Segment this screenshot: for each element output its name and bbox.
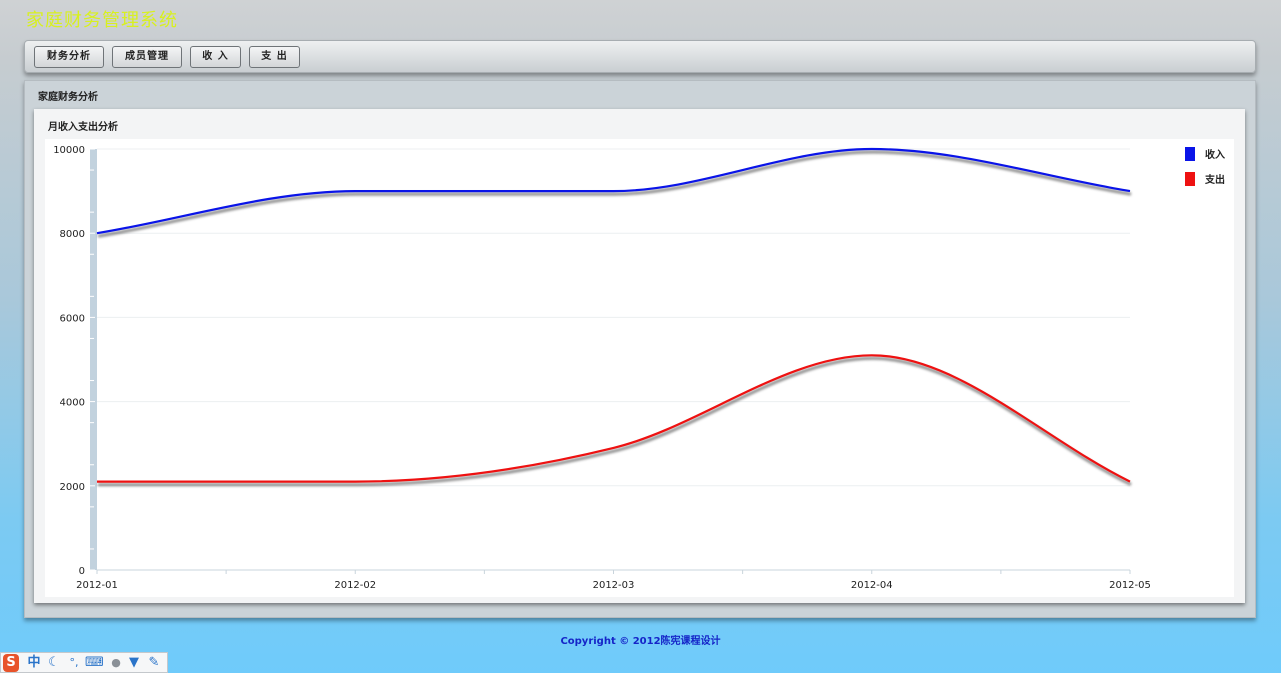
user-icon[interactable]: ● (111, 656, 121, 669)
y-tick-label: 6000 (60, 313, 85, 324)
panel-title: 家庭财务分析 (38, 92, 98, 103)
y-tick-label: 0 (79, 566, 85, 577)
income-button[interactable]: 收 入 (190, 46, 241, 68)
y-tick-label: 8000 (60, 229, 85, 240)
series-line (97, 354, 1131, 483)
sogou-logo-icon[interactable]: S (3, 654, 19, 672)
moon-icon[interactable]: ☾ (48, 655, 60, 670)
toolbar: 财务分析 成员管理 收 入 支 出 (24, 40, 1256, 73)
app-title: 家庭财务管理系统 (26, 10, 178, 31)
line-chart: 0 2000 4000 6000 8000 10000 2012-01 2012-02 2012… (53, 145, 1225, 591)
ime-toolbar: S 中 ☾ °, ⌨ ● ▼ ✎ (0, 652, 168, 673)
x-tick-label: 2012-04 (851, 580, 893, 591)
y-axis-band (90, 149, 97, 570)
keyboard-icon[interactable]: ⌨ (85, 655, 104, 670)
punctuation-icon[interactable]: °, (69, 656, 79, 669)
x-tick-label: 2012-05 (1109, 580, 1151, 591)
expense-button[interactable]: 支 出 (249, 46, 300, 68)
legend-label: 支出 (1204, 173, 1225, 186)
series-shadow (98, 356, 1132, 487)
legend-swatch (1185, 172, 1195, 186)
chinese-mode-icon[interactable]: 中 (27, 655, 41, 670)
copyright-footer: Copyright © 2012陈宪课程设计 (560, 636, 721, 647)
x-tick-label: 2012-03 (593, 580, 635, 591)
chart-title: 月收入支出分析 (48, 122, 118, 133)
series-line (96, 147, 1131, 235)
legend-label: 收入 (1205, 148, 1225, 161)
y-tick-label: 4000 (60, 398, 85, 409)
analysis-panel: 家庭财务分析 月收入支出分析 0 2000 4000 6000 8000 10000 201… (24, 80, 1256, 618)
y-tick-label: 2000 (60, 482, 85, 493)
chart-card: 月收入支出分析 0 2000 4000 6000 8000 10000 2012-01 201… (34, 109, 1245, 603)
skin-shirt-icon[interactable]: ▼ (129, 655, 139, 670)
series-shadow (97, 150, 1132, 238)
x-tick-label: 2012-02 (334, 580, 376, 591)
finance-analysis-button[interactable]: 财务分析 (34, 46, 104, 68)
x-tick-label: 2012-01 (76, 580, 118, 591)
legend-swatch (1185, 147, 1195, 161)
wrench-icon[interactable]: ✎ (148, 655, 160, 670)
chart-area: 0 2000 4000 6000 8000 10000 2012-01 2012-02 2012… (45, 139, 1234, 597)
member-management-button[interactable]: 成员管理 (112, 46, 182, 68)
y-tick-label: 10000 (53, 145, 85, 156)
